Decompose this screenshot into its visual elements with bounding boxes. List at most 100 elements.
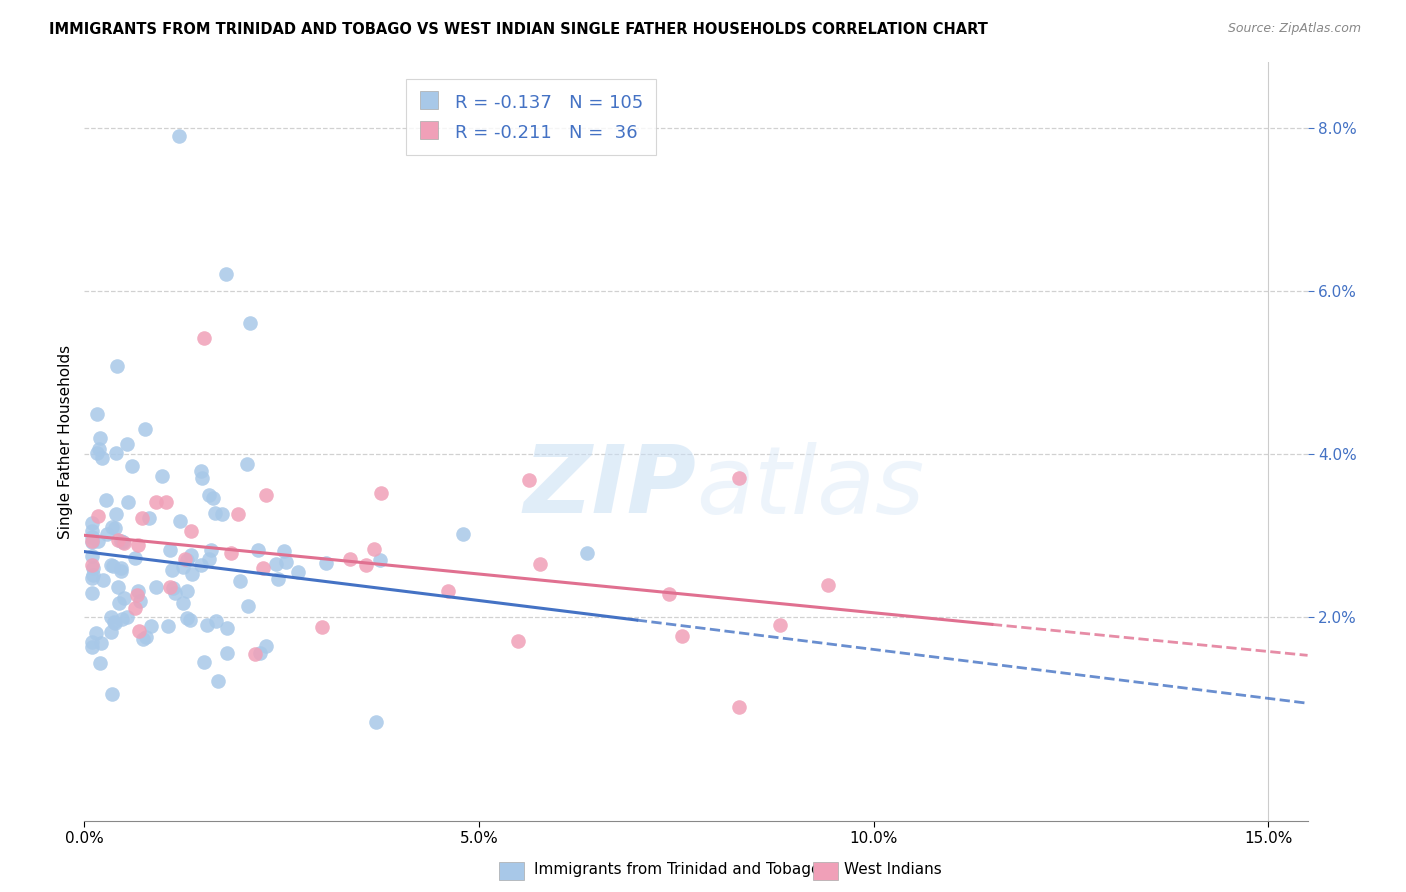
Point — [82, 558, 104, 573]
Y-axis label: Single Father Households: Single Father Households — [58, 344, 73, 539]
Point — [112, 536, 135, 550]
Point — [82, 534, 104, 549]
Text: West Indians: West Indians — [844, 863, 942, 877]
Point — [90, 636, 112, 650]
Point — [91, 451, 114, 466]
Point — [728, 471, 751, 485]
Point — [127, 538, 149, 552]
Point — [193, 656, 215, 670]
Point — [190, 464, 212, 478]
Point — [124, 601, 146, 615]
Point — [576, 546, 599, 560]
Point — [191, 470, 214, 484]
Point — [84, 625, 107, 640]
Point — [110, 561, 132, 575]
Point — [82, 567, 104, 582]
Point — [267, 572, 290, 586]
Point — [266, 557, 288, 571]
Text: IMMIGRANTS FROM TRINIDAD AND TOBAGO VS WEST INDIAN SINGLE FATHER HOUSEHOLDS CORR: IMMIGRANTS FROM TRINIDAD AND TOBAGO VS W… — [49, 22, 988, 37]
Point — [276, 555, 298, 569]
Point — [94, 492, 117, 507]
Point — [107, 596, 129, 610]
Point — [110, 564, 132, 578]
Point — [89, 431, 111, 445]
Point — [82, 535, 104, 549]
Point — [370, 486, 392, 500]
Point — [103, 558, 125, 573]
Point — [195, 618, 218, 632]
Point — [176, 611, 198, 625]
Point — [243, 647, 266, 661]
Point — [105, 359, 128, 373]
Point — [217, 646, 239, 660]
Text: Source: ZipAtlas.com: Source: ZipAtlas.com — [1227, 22, 1361, 36]
Point — [127, 583, 149, 598]
Point — [363, 542, 385, 557]
Point — [167, 128, 190, 143]
Point — [239, 316, 262, 330]
Point — [217, 621, 239, 635]
Text: ZIP: ZIP — [523, 441, 696, 533]
Point — [86, 509, 108, 524]
Point — [211, 507, 233, 521]
Point — [145, 495, 167, 509]
Point — [82, 530, 104, 544]
Point — [82, 524, 104, 538]
Point — [110, 533, 132, 548]
Point — [366, 714, 388, 729]
Point — [100, 610, 122, 624]
Point — [768, 618, 790, 632]
Point — [252, 560, 274, 574]
Point — [103, 615, 125, 629]
Legend: R = -0.137   N = 105, R = -0.211   N =  36: R = -0.137 N = 105, R = -0.211 N = 36 — [406, 79, 655, 155]
Point — [451, 527, 474, 541]
Point — [180, 524, 202, 538]
Point — [287, 565, 309, 579]
Point — [82, 571, 104, 585]
Point — [86, 407, 108, 421]
Point — [354, 558, 377, 572]
Point — [159, 543, 181, 558]
Point — [215, 268, 238, 282]
Point — [437, 583, 460, 598]
Point — [180, 548, 202, 562]
Point — [145, 580, 167, 594]
Point — [254, 488, 277, 502]
Point — [176, 584, 198, 599]
Point — [112, 591, 135, 606]
Point — [205, 614, 228, 628]
Point — [204, 506, 226, 520]
Point — [180, 567, 202, 582]
Point — [82, 561, 104, 575]
Point — [174, 552, 197, 566]
Point — [247, 542, 270, 557]
Point — [107, 581, 129, 595]
Point — [226, 508, 249, 522]
Point — [138, 511, 160, 525]
Point — [89, 656, 111, 670]
Point — [249, 646, 271, 660]
Point — [160, 563, 183, 577]
Point — [82, 516, 104, 531]
Point — [529, 557, 551, 571]
Point — [82, 640, 104, 654]
Point — [104, 507, 127, 521]
Point — [172, 559, 194, 574]
Point — [104, 445, 127, 459]
Point — [115, 437, 138, 451]
Point — [124, 551, 146, 566]
Point — [121, 458, 143, 473]
Point — [100, 520, 122, 534]
Point — [159, 580, 181, 594]
Point — [315, 556, 337, 570]
Point — [176, 552, 198, 566]
Point — [236, 457, 259, 471]
Point — [82, 635, 104, 649]
Point — [125, 588, 148, 602]
Point — [169, 515, 191, 529]
Point — [163, 585, 186, 599]
Point — [128, 624, 150, 638]
Point — [104, 615, 127, 630]
Point — [179, 613, 201, 627]
Point — [155, 495, 177, 509]
